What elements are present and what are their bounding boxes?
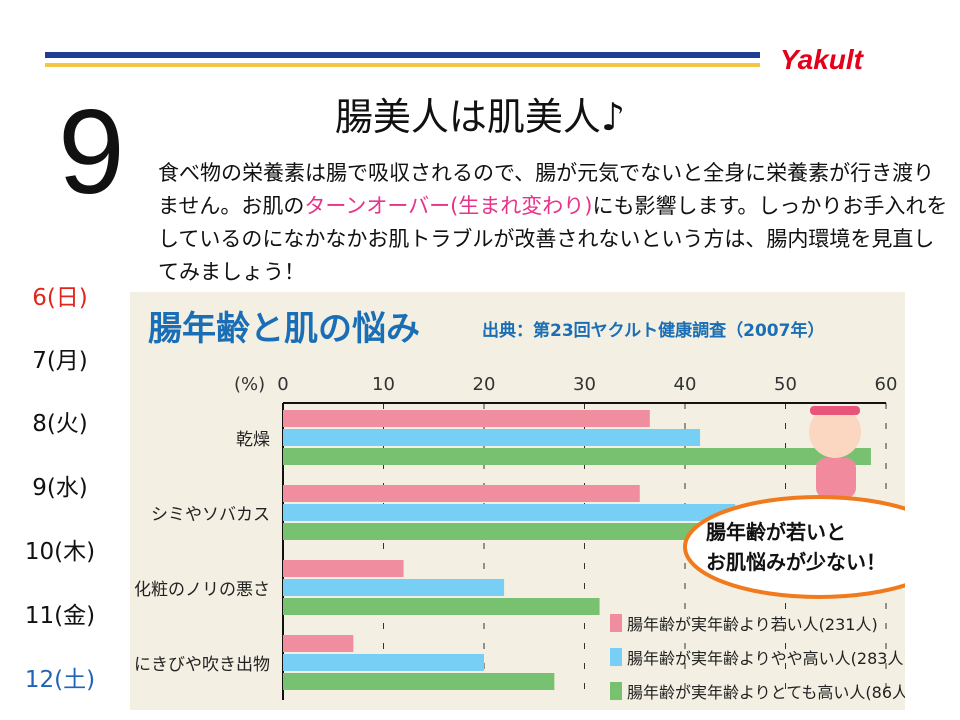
day-item: 7(月) — [32, 348, 88, 374]
x-tick-label: 20 — [473, 374, 496, 395]
bar-2 — [283, 579, 505, 596]
bar-3 — [283, 448, 871, 465]
unit-label: (%) — [234, 374, 265, 395]
header-rule-blue — [45, 52, 760, 58]
x-tick-label: 10 — [372, 374, 395, 395]
category-label: シミやソバカス — [151, 505, 270, 525]
legend-label: 腸年齢が実年齢よりやや高い人(283人) — [627, 649, 905, 668]
day-item: 11(金) — [24, 603, 96, 629]
legend-label: 腸年齢が実年齢より若い人(231人) — [627, 615, 878, 634]
chart-source: 出典：第23回ヤクルト健康調査（2007年） — [482, 320, 824, 341]
callout-bubble — [683, 495, 955, 599]
x-tick-label: 60 — [875, 374, 898, 395]
yakult-logo: Yakult — [780, 44, 863, 75]
day-item: 8(火) — [32, 411, 88, 437]
chart-svg: 腸年齢と肌の悩み 出典：第23回ヤクルト健康調査（2007年） (%) 0 10 20 30… — [134, 309, 955, 702]
slide-number: 9 — [58, 85, 125, 219]
bar-3 — [283, 523, 766, 540]
woman-face-icon — [809, 406, 861, 458]
chart-title: 腸年齢と肌の悩み — [148, 309, 420, 349]
callout-line-2: お肌悩みが少ない！ — [706, 550, 886, 574]
bar-1 — [283, 485, 640, 502]
headband-icon — [810, 406, 860, 415]
category-label: 乾燥 — [236, 430, 270, 450]
legend-swatch — [610, 614, 622, 632]
category-label: にきびや吹き出物 — [134, 655, 270, 675]
bar-2 — [283, 429, 701, 446]
bar-2 — [283, 504, 736, 521]
woman-body-icon — [816, 458, 856, 498]
day-item: 9(水) — [32, 475, 88, 501]
category-label: 化粧のノリの悪さ — [134, 580, 270, 600]
bar-1 — [283, 410, 650, 427]
legend-swatch — [610, 648, 622, 666]
legend-label: 腸年齢が実年齢よりとても高い人(86人) — [627, 683, 905, 702]
chart: 腸年齢と肌の悩み 出典：第23回ヤクルト健康調査（2007年） (%) 0 10 20 30… — [130, 292, 955, 710]
x-tick-label: 0 — [277, 374, 288, 395]
bar-2 — [283, 654, 484, 671]
body-text-1: 食べ物の栄養素は腸で吸収されるので、腸が元気でないと全身に栄養素が行き渡りません… — [158, 161, 935, 218]
body-text: 食べ物の栄養素は腸で吸収されるので、腸が元気でないと全身に栄養素が行き渡りません… — [158, 157, 948, 289]
bar-3 — [283, 673, 555, 690]
x-tick-label: 50 — [774, 374, 797, 395]
header-rule-yellow — [45, 63, 760, 67]
body-highlight: ターンオーバー(生まれ変わり) — [304, 194, 593, 218]
x-tick-label: 40 — [674, 374, 697, 395]
day-item: 12(土) — [24, 667, 96, 693]
bar-3 — [283, 598, 600, 615]
callout-line-1: 腸年齢が若いと — [706, 520, 846, 544]
day-item: 10(木) — [24, 539, 96, 565]
legend-swatch — [610, 682, 622, 700]
x-tick-label: 30 — [573, 374, 596, 395]
page-title: 腸美人は肌美人♪ — [334, 95, 626, 139]
bar-1 — [283, 560, 404, 577]
body-text-2: にも影響します。しっかりお手入れをしているのになかなかお肌トラブルが改善されない… — [158, 194, 948, 284]
day-item: 6(日) — [32, 285, 88, 311]
bar-1 — [283, 635, 354, 652]
